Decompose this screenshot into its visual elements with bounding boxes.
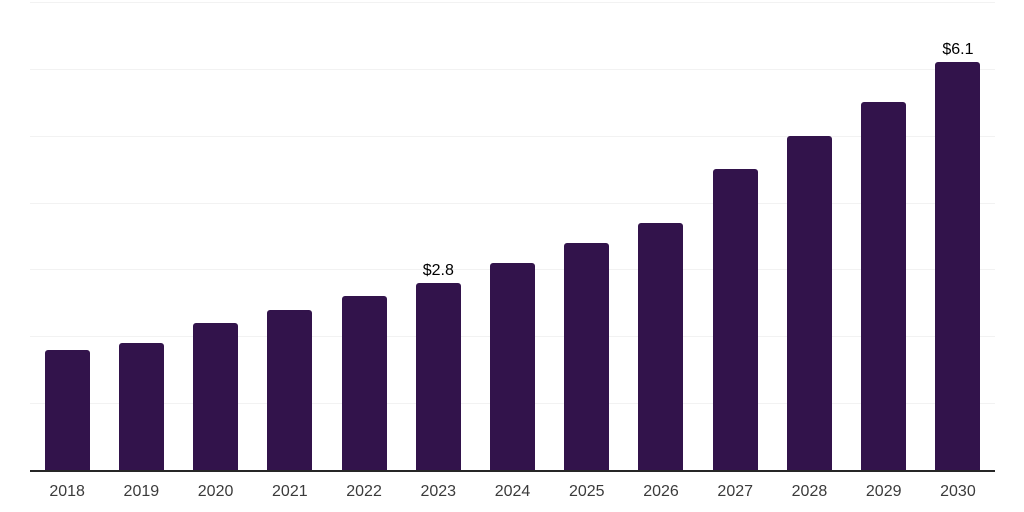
bar-group-2022: [327, 2, 401, 470]
x-axis-label-2024: 2024: [494, 483, 531, 500]
bar-2021[interactable]: [267, 309, 313, 470]
bar-2028[interactable]: [786, 135, 832, 470]
bar-2018[interactable]: [44, 349, 90, 470]
bar-group-2024: [475, 2, 549, 470]
bar-2020[interactable]: [193, 322, 239, 470]
bar-2023[interactable]: [415, 282, 461, 470]
bar-group-2018: [30, 2, 104, 470]
bar-group-2020: [178, 2, 252, 470]
bar-2019[interactable]: [118, 343, 164, 470]
x-axis-label-2026: 2026: [643, 483, 679, 500]
gridline: [30, 2, 995, 3]
bar-2029[interactable]: [861, 102, 907, 470]
x-axis-label-2029: 2029: [865, 483, 902, 500]
bar-2022[interactable]: [341, 296, 387, 470]
x-axis-label-2028: 2028: [791, 483, 828, 500]
bar-2025[interactable]: [564, 242, 610, 470]
bar-group-2023: $2.8: [401, 2, 475, 470]
bar-group-2019: [104, 2, 178, 470]
bar-2027[interactable]: [712, 169, 758, 470]
plot-area: $2.8 $6.1: [30, 2, 995, 472]
bar-group-2027: [698, 2, 772, 470]
x-axis-labels: 2018 2019 2020 2021 2022 2023 2024 2025 2026 2027…: [30, 482, 995, 501]
x-axis-label-2018: 2018: [49, 483, 85, 500]
x-axis-label-2021: 2021: [272, 483, 308, 500]
bar-group-2026: [624, 2, 698, 470]
gridline: [30, 69, 995, 70]
bar-group-2029: [847, 2, 921, 470]
bar-group-2021: [253, 2, 327, 470]
bar-group-2025: [550, 2, 624, 470]
x-axis-label-2022: 2022: [346, 483, 382, 500]
x-axis-label-2023: 2023: [420, 483, 457, 500]
x-axis-label-2030: 2030: [940, 483, 976, 500]
x-axis-label-2019: 2019: [123, 483, 160, 500]
bar-slots: $2.8 $6.1: [30, 2, 995, 470]
bar-value-label: $6.1: [942, 41, 974, 59]
bar-2026[interactable]: [638, 222, 684, 470]
bar-group-2028: [772, 2, 846, 470]
gridline: [30, 203, 995, 204]
gridline: [30, 136, 995, 137]
bar-2024[interactable]: [490, 262, 536, 470]
x-axis-label-2027: 2027: [717, 483, 754, 500]
bar-2030[interactable]: [935, 62, 981, 470]
x-axis-label-2025: 2025: [568, 483, 605, 500]
x-axis-label-2020: 2020: [197, 483, 234, 500]
bar-group-2030: $6.1: [921, 2, 995, 470]
bar-value-label: $2.8: [422, 261, 454, 279]
